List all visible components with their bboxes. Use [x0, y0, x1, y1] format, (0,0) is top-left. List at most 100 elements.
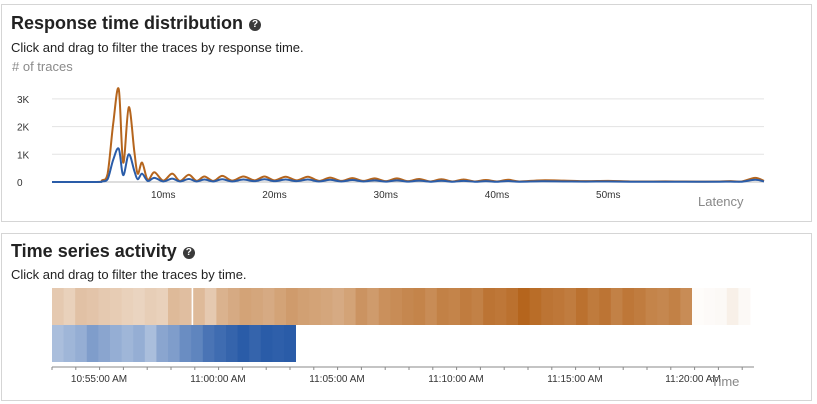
heatmap-cell	[156, 325, 169, 362]
x-tick-labels: 10ms 20ms 30ms 40ms 50ms	[151, 190, 620, 201]
time-tick-label: 11:05:00 AM	[309, 374, 364, 385]
heatmap-cell	[204, 288, 217, 325]
response-time-panel: Response time distribution? Click and dr…	[1, 4, 812, 222]
x-tick-label: 50ms	[596, 190, 620, 201]
heatmap-cell	[133, 325, 146, 362]
heatmap-cell	[274, 288, 287, 325]
time-series-subtitle: Click and drag to filter the traces by t…	[11, 267, 247, 282]
heatmap-cell	[239, 288, 252, 325]
heatmap-cell	[110, 325, 122, 362]
heatmap-cell	[402, 288, 414, 325]
heatmap-cell	[52, 288, 64, 325]
heatmap-cell	[262, 288, 275, 325]
heatmap-cell	[63, 325, 76, 362]
heatmap-cell	[425, 288, 438, 325]
heatmap-cell	[110, 288, 122, 325]
heatmap-cell	[599, 288, 612, 325]
heatmap-cell	[355, 288, 368, 325]
time-tick-label: 11:00:00 AM	[190, 374, 245, 385]
heatmap-cell	[214, 325, 227, 362]
time-axis	[51, 366, 754, 370]
heatmap-cell	[179, 288, 192, 325]
heatmap-cell	[610, 288, 623, 325]
y-tick-label: 0	[17, 178, 23, 189]
heatmap-cell	[378, 288, 391, 325]
heatmap-cell	[483, 288, 496, 325]
heatmap-cell	[552, 288, 565, 325]
time-series-title-text: Time series activity	[11, 241, 177, 261]
heatmap-cell	[390, 288, 403, 325]
heatmap-cell	[168, 288, 180, 325]
heatmap-cell	[179, 325, 192, 362]
heatmap-cell	[344, 288, 356, 325]
heatmap-cell	[587, 288, 600, 325]
heatmap-cell	[715, 288, 728, 325]
heatmap-cell	[657, 288, 670, 325]
heatmap-cell	[738, 288, 751, 325]
heatmap-cell	[320, 288, 333, 325]
heatmap-cell	[634, 288, 646, 325]
time-series-chart[interactable]: 10:55:00 AM 11:00:00 AM 11:05:00 AM 11:1…	[2, 234, 813, 402]
heatmap-cell	[156, 288, 169, 325]
heatmap-cell	[506, 288, 519, 325]
help-icon[interactable]: ?	[249, 19, 262, 31]
heatmap-cell	[52, 325, 64, 362]
heatmap-cell	[541, 288, 554, 325]
heatmap-cells	[52, 288, 751, 362]
heatmap-cell	[98, 325, 111, 362]
heatmap-cell	[228, 288, 240, 325]
series-1-line	[51, 87, 765, 184]
heatmap-cell	[63, 288, 76, 325]
heatmap-cell	[191, 325, 204, 362]
response-time-subtitle: Click and drag to filter the traces by r…	[11, 40, 304, 55]
heatmap-cell	[226, 325, 238, 362]
time-tick-label: 11:10:00 AM	[428, 374, 483, 385]
heatmap-cell	[86, 288, 99, 325]
heatmap-cell	[133, 288, 146, 325]
x-tick-label: 40ms	[485, 190, 509, 201]
heatmap-cell	[576, 288, 588, 325]
heatmap-cell	[413, 288, 426, 325]
time-tick-label: 11:20:00 AM	[665, 374, 720, 385]
y-tick-label: 1K	[17, 150, 30, 161]
heatmap-cell	[680, 288, 693, 325]
heatmap-cell	[260, 325, 273, 362]
heatmap-cell	[75, 325, 88, 362]
heatmap-cell	[518, 288, 530, 325]
response-time-chart[interactable]: 3K 2K 1K 0 10ms 20ms 30ms 40ms 50ms Late…	[2, 5, 813, 223]
y-tick-label: 2K	[17, 123, 30, 134]
heatmap-cell	[121, 325, 134, 362]
time-tick-label: 10:55:00 AM	[71, 374, 127, 385]
x-tick-label: 10ms	[151, 190, 175, 201]
heatmap-cell	[202, 325, 215, 362]
y-tick-labels: 3K 2K 1K 0	[17, 95, 30, 189]
heatmap-cell	[86, 325, 99, 362]
heatmap-cell	[168, 325, 180, 362]
time-tick-labels: 10:55:00 AM 11:00:00 AM 11:05:00 AM 11:1…	[71, 374, 721, 385]
time-axis-title: Time	[711, 374, 739, 389]
chart-grid	[52, 98, 764, 183]
heatmap-cell	[272, 325, 285, 362]
heatmap-cell	[460, 288, 472, 325]
heatmap-cell	[471, 288, 484, 325]
x-axis-title: Latency	[698, 194, 744, 209]
heatmap-cell	[645, 288, 658, 325]
help-icon[interactable]: ?	[182, 247, 195, 259]
heatmap-cell	[249, 325, 262, 362]
heatmap-cell	[144, 288, 157, 325]
heatmap-cell	[251, 288, 264, 325]
heatmap-cell	[98, 288, 111, 325]
heatmap-cell	[436, 288, 449, 325]
heatmap-cell	[75, 288, 88, 325]
heatmap-cell	[367, 288, 380, 325]
heatmap-cell	[494, 288, 507, 325]
y-tick-label: 3K	[17, 95, 30, 106]
time-series-title: Time series activity?	[11, 241, 195, 262]
heatmap-cell	[216, 288, 229, 325]
series-2-line	[51, 147, 765, 184]
heatmap-cell	[121, 288, 134, 325]
x-tick-label: 20ms	[262, 190, 286, 201]
heatmap-cell	[564, 288, 577, 325]
heatmap-cell	[622, 288, 635, 325]
time-series-panel: Time series activity? Click and drag to …	[1, 233, 812, 401]
